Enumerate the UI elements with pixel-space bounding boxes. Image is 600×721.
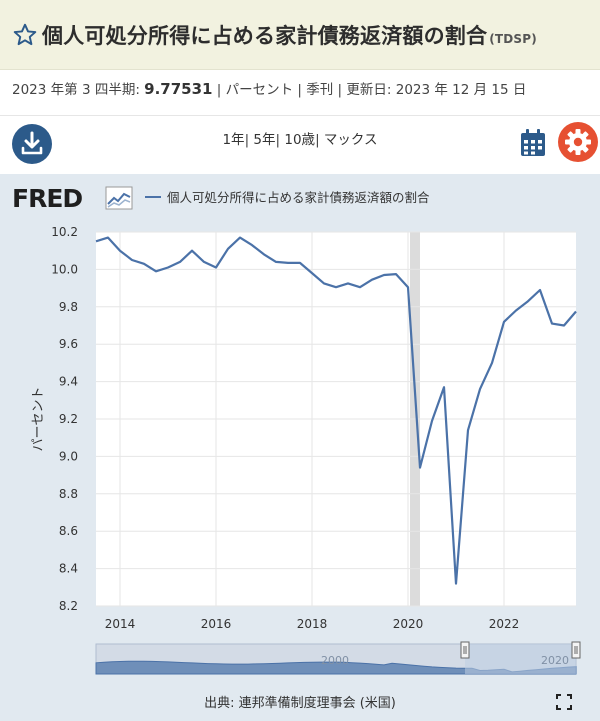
fred-logo: FRED (12, 184, 83, 213)
calendar-icon[interactable] (519, 128, 547, 158)
series-line (95, 236, 577, 585)
y-tick-label: 9.8 (59, 300, 78, 314)
y-tick-label: 8.6 (59, 524, 78, 538)
y-tick-label: 9.0 (59, 449, 78, 463)
navigator-tick-label: 2020 (541, 654, 569, 667)
x-tick-label: 2014 (105, 617, 136, 631)
y-tick-label: 8.4 (59, 562, 78, 576)
period-label: 2023 年第 3 四半期: (12, 82, 140, 98)
y-tick-label: 9.2 (59, 412, 78, 426)
expand-icon[interactable] (556, 694, 572, 710)
y-tick-label: 10.2 (51, 225, 78, 239)
separator: | (275, 132, 281, 148)
y-tick-label: 9.4 (59, 375, 78, 389)
x-tick-label: 2018 (297, 617, 328, 631)
source-note: 出典: 連邦準備制度理事会 (米国) (204, 696, 396, 711)
title-bar: 個人可処分所得に占める家計債務返済額の割合 (TDSP) (0, 0, 600, 70)
series-title: 個人可処分所得に占める家計債務返済額の割合 (42, 24, 488, 48)
meta-details: | パーセント | 季刊 | 更新日: 2023 年 12 月 15 日 (216, 82, 527, 98)
range-selector: 1年| 5年| 10歳| マックス (0, 128, 600, 148)
x-tick-label: 2016 (201, 617, 232, 631)
page-title: 個人可処分所得に占める家計債務返済額の割合 (TDSP) (42, 20, 537, 50)
settings-button[interactable] (558, 122, 598, 162)
line-chart[interactable]: 8.2 8.4 8.6 8.8 9.0 9.2 9.4 9.6 9.8 10.0 10.2 2014 2… (0, 174, 600, 721)
download-button[interactable] (12, 124, 52, 164)
navigator-right-handle[interactable] (571, 641, 581, 659)
download-icon (21, 131, 43, 155)
navigator-selection (465, 644, 576, 674)
y-axis-label: パーセント (31, 386, 46, 451)
y-tick-label: 10.0 (51, 262, 78, 276)
separator: | (315, 132, 320, 148)
x-tick-label: 2020 (393, 617, 424, 631)
navigator-left-handle[interactable] (460, 641, 470, 659)
latest-observation: 2023 年第 3 四半期: 9.77531 | パーセント | 季刊 | 更新… (12, 78, 526, 98)
star-outline-icon[interactable] (12, 22, 38, 48)
y-tick-label: 8.2 (59, 599, 78, 613)
legend-swatch (145, 196, 161, 198)
navigator-tick-label: 2000 (321, 654, 349, 667)
latest-value: 9.77531 (144, 80, 213, 98)
legend-label: 個人可処分所得に占める家計債務返済額の割合 (167, 190, 430, 205)
x-tick-label: 2022 (489, 617, 520, 631)
range-10y-link[interactable]: 10歳 (284, 132, 316, 148)
range-1y-link[interactable]: 1年 (222, 132, 245, 148)
gear-icon (565, 129, 591, 155)
chart-toolbar: 1年| 5年| 10歳| マックス (0, 116, 600, 174)
series-code: (TDSP) (489, 32, 537, 46)
y-tick-label: 8.8 (59, 487, 78, 501)
meta-row: 2023 年第 3 四半期: 9.77531 | パーセント | 季刊 | 更新… (0, 70, 600, 116)
fred-chart-logo-icon (105, 186, 133, 210)
y-tick-label: 9.6 (59, 337, 78, 351)
chart-panel: 8.2 8.4 8.6 8.8 9.0 9.2 9.4 9.6 9.8 10.0 10.2 2014 2… (0, 174, 600, 721)
range-max-link[interactable]: マックス (323, 132, 378, 148)
range-5y-link[interactable]: 5年 (253, 132, 276, 148)
separator: | (244, 132, 250, 148)
